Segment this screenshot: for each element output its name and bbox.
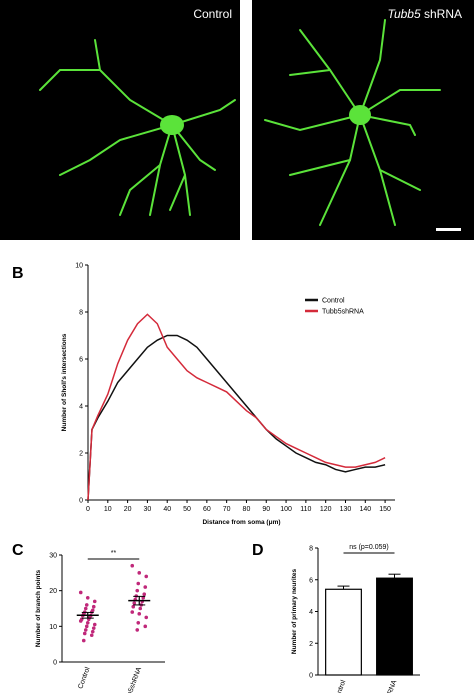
dot (136, 581, 141, 586)
dot (137, 612, 142, 616)
x-tick-label: 110 (300, 506, 311, 513)
x-axis-label: Distance from soma (μm) (202, 519, 280, 526)
x-tick-label: 150 (379, 506, 391, 513)
dot (82, 631, 87, 636)
y-tick-label: 4 (309, 609, 313, 616)
panel-label: C (12, 542, 24, 559)
x-tick-label: 130 (340, 506, 352, 513)
dot (144, 615, 149, 620)
dot (83, 628, 88, 632)
dot (91, 604, 96, 609)
legend-label: Tubb5shRNA (322, 309, 364, 316)
dot (83, 606, 88, 611)
neuron-shrna (264, 19, 441, 226)
y-tick-label: 0 (309, 673, 313, 680)
dot (143, 585, 148, 589)
image-label: Tubb5 shRNA (388, 7, 463, 21)
dot (78, 619, 83, 623)
soma (160, 115, 184, 135)
series-line (87, 313, 386, 501)
y-tick-label: 6 (79, 357, 83, 364)
x-tick-label: 100 (280, 506, 292, 513)
scale-bar (436, 228, 461, 231)
dot (141, 596, 146, 600)
y-tick-label: 4 (79, 404, 83, 411)
series-line (87, 334, 386, 501)
x-tick-label: 0 (86, 506, 90, 513)
dot (92, 622, 97, 627)
dot (78, 590, 83, 595)
image-label: Control (193, 7, 232, 21)
y-tick-label: 10 (49, 624, 57, 631)
image-control (0, 0, 240, 240)
significance: ** (111, 550, 117, 557)
x-tick-label: 50 (183, 506, 191, 513)
dot (84, 624, 89, 629)
dot (130, 563, 135, 568)
y-tick-label: 2 (79, 451, 83, 458)
bar (376, 577, 413, 676)
dot (143, 624, 148, 629)
x-tick-label: 140 (359, 506, 371, 513)
dot (136, 620, 141, 625)
dot (81, 638, 86, 643)
bar (325, 588, 362, 676)
y-axis-label: Number of Sholl's intersections (61, 333, 68, 431)
dot (84, 603, 89, 607)
y-tick-label: 20 (49, 588, 57, 595)
x-tick-label: Tubb5shRNA (122, 666, 143, 693)
y-tick-label: 0 (53, 660, 57, 667)
dot (92, 599, 97, 604)
image-label: shRNA (424, 7, 462, 21)
image-label-italic: Tubb5 (388, 7, 421, 21)
dot (144, 574, 149, 579)
dot (89, 633, 94, 638)
y-tick-label: 30 (49, 553, 57, 560)
x-tick-label: 20 (124, 506, 132, 513)
y-tick-label: 2 (309, 641, 313, 648)
dot (85, 596, 90, 600)
dot (90, 629, 95, 634)
panel-label: B (12, 265, 24, 282)
y-tick-label: 8 (79, 310, 83, 317)
x-tick-label: 30 (144, 506, 152, 513)
x-tick-label: 120 (320, 506, 332, 513)
x-tick-label: 40 (163, 506, 171, 513)
x-tick-label: 60 (203, 506, 211, 513)
dot (138, 606, 143, 611)
x-tick-label: 90 (262, 506, 270, 513)
x-tick-label: Control (333, 679, 347, 693)
y-tick-label: 0 (79, 498, 83, 505)
dot (130, 610, 135, 614)
significance: ns (p=0.059) (349, 544, 389, 551)
y-tick-label: 8 (309, 546, 313, 553)
soma (349, 105, 371, 125)
x-tick-label: 10 (104, 506, 112, 513)
x-tick-label: Tubb5shRNA (378, 679, 399, 693)
dot (135, 628, 140, 632)
y-axis-label: Number of branch points (35, 569, 42, 647)
panel-label: D (252, 542, 264, 559)
legend-label: Control (322, 298, 345, 305)
dot (137, 571, 142, 575)
x-tick-label: 80 (243, 506, 251, 513)
dot (85, 620, 90, 625)
y-tick-label: 10 (75, 263, 83, 270)
neuron-control (39, 39, 236, 216)
y-tick-label: 6 (309, 577, 313, 584)
x-tick-label: Control (77, 666, 91, 690)
dot (142, 592, 147, 597)
dot (132, 601, 137, 605)
dot (131, 604, 136, 609)
x-tick-label: 70 (223, 506, 231, 513)
y-axis-label: Number of primary neurites (291, 568, 298, 654)
dot (91, 626, 96, 630)
panel-label: A (0, 1, 9, 18)
dot (135, 588, 140, 593)
